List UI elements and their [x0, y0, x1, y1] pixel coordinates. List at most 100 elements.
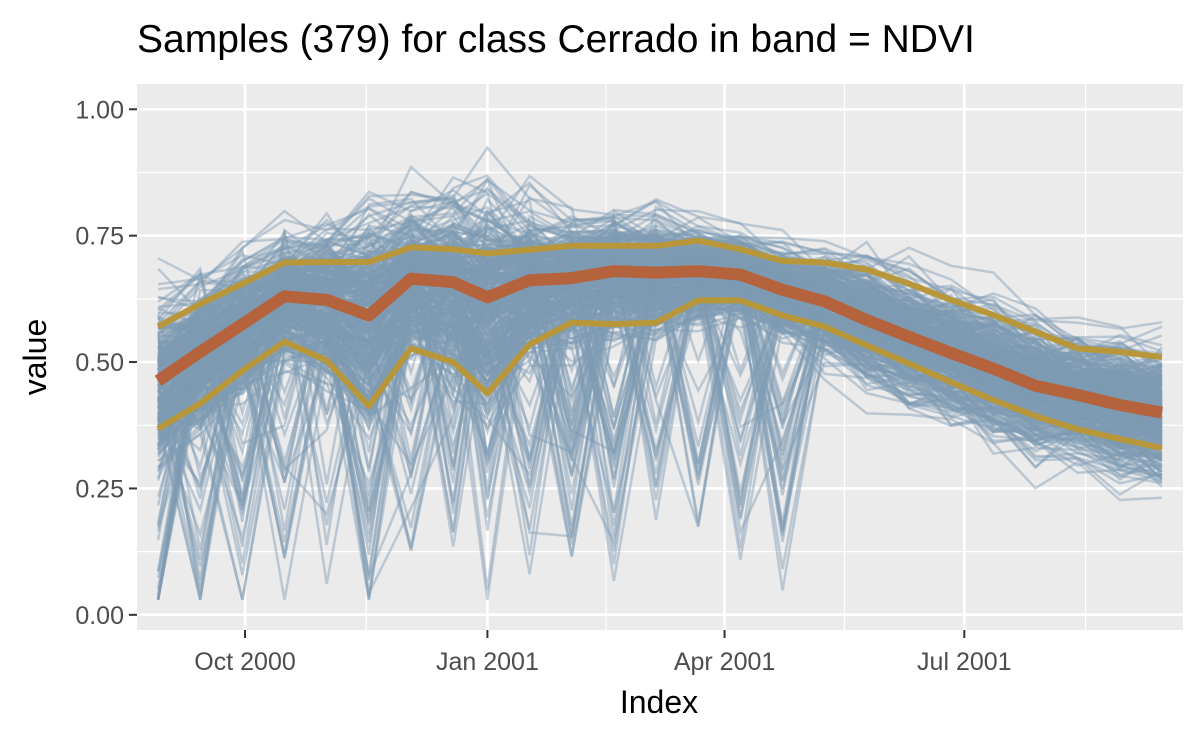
sample-series-line	[156, 247, 1163, 600]
sample-series-line	[157, 287, 1163, 460]
sample-series-line	[157, 214, 1162, 396]
sample-series-line	[157, 271, 1163, 445]
sample-series-line	[157, 245, 1163, 501]
sample-series-line	[157, 247, 1163, 506]
sample-series-line	[156, 214, 1163, 590]
sample-series-line	[158, 236, 1163, 434]
sample-series-line	[157, 255, 1163, 549]
sample-series-line	[157, 223, 1163, 408]
sample-series-line	[157, 282, 1163, 477]
sample-series-line	[157, 267, 1163, 434]
sample-series-line	[157, 282, 1163, 448]
sample-series-line	[157, 290, 1163, 476]
sample-series-line	[157, 264, 1163, 433]
sample-series-line	[157, 164, 1163, 353]
sample-series-line	[157, 279, 1163, 440]
chart-title: Samples (379) for class Cerrado in band …	[137, 18, 975, 61]
sample-series-line	[157, 280, 1163, 456]
sample-series-line	[157, 274, 1163, 447]
sample-series-line	[157, 205, 1163, 384]
sample-series-line	[157, 245, 1163, 403]
sample-series-line	[157, 279, 1163, 478]
sample-series-line	[157, 308, 1163, 582]
sample-series-line	[157, 198, 1163, 373]
sample-series-line	[157, 229, 1163, 404]
sample-series-line	[157, 254, 1163, 465]
sample-series-line	[157, 308, 1163, 532]
sample-series-line	[157, 264, 1163, 544]
sample-series-line	[157, 280, 1162, 428]
sample-series-line	[156, 278, 1163, 575]
sample-series-line	[156, 231, 1163, 581]
sample-series-line	[157, 181, 1163, 355]
sample-series-line	[157, 190, 1163, 374]
sample-series-line	[157, 284, 1163, 576]
sample-series-line	[158, 190, 1163, 425]
sample-series-line	[157, 256, 1163, 433]
sample-series-line	[157, 145, 1163, 388]
sample-series-line	[157, 248, 1163, 394]
sample-series-line	[157, 245, 1163, 406]
sample-series-line	[157, 269, 1163, 498]
sample-series-line	[157, 236, 1162, 412]
sample-series-line	[156, 241, 1163, 541]
sample-series-line	[157, 293, 1162, 443]
sample-series-line	[157, 245, 1163, 461]
sample-series-line	[157, 247, 1163, 543]
sample-series-line	[158, 239, 1163, 441]
sample-series-line	[156, 222, 1163, 600]
sample-series-line	[158, 277, 1163, 450]
sample-series-line	[157, 230, 1163, 388]
y-tick-label: 0.50	[75, 349, 124, 377]
sample-series-line	[157, 285, 1163, 434]
sample-series-line	[157, 246, 1163, 488]
sample-series-line	[157, 209, 1163, 444]
sample-series-line	[157, 280, 1163, 468]
sample-series-line	[157, 248, 1162, 391]
sample-series-line	[156, 222, 1163, 546]
y-tick-label: 1.00	[75, 96, 124, 124]
sample-series-line	[157, 282, 1163, 598]
sample-series-line	[157, 268, 1163, 454]
sample-series-line	[157, 231, 1163, 408]
y-axis: 0.00 0.25 0.50 0.75 1.00	[75, 96, 137, 630]
sample-series-line	[157, 188, 1163, 400]
y-tick-label: 0.00	[75, 602, 124, 630]
sample-series-line	[157, 193, 1163, 420]
sample-series-line	[157, 261, 1163, 422]
sample-series-line	[157, 296, 1163, 462]
sample-series-line	[157, 279, 1163, 510]
sample-series-line	[157, 278, 1163, 440]
sample-series-line	[157, 275, 1163, 436]
sample-series-line	[157, 290, 1163, 452]
sample-series-line	[157, 218, 1163, 400]
sample-series-line	[157, 243, 1163, 423]
sample-series-line	[157, 297, 1163, 479]
sample-series-line	[157, 176, 1163, 371]
sample-series-line	[157, 251, 1163, 537]
sample-series-line	[157, 290, 1163, 454]
x-axis: Oct 2000 Jan 2001 Apr 2001 Jul 2001	[194, 630, 1012, 676]
sample-series-line	[157, 273, 1163, 585]
sample-series-line	[157, 268, 1162, 416]
sample-series-line	[157, 212, 1163, 474]
sample-series-line	[157, 210, 1162, 380]
sample-series-line	[157, 271, 1163, 428]
sample-series-line	[157, 223, 1163, 381]
upper-series-line	[156, 237, 1163, 360]
sample-series-line	[157, 258, 1163, 549]
sample-series-line	[156, 208, 1163, 524]
sample-series-line	[156, 267, 1162, 528]
sample-series-line	[157, 289, 1163, 472]
sample-series-line	[157, 284, 1163, 520]
sample-series-line	[157, 246, 1163, 504]
sample-series-line	[158, 237, 1163, 409]
x-tick-label: Jan 2001	[436, 648, 539, 676]
sample-series-line	[157, 276, 1162, 419]
sample-series-line	[157, 245, 1163, 403]
sample-series-line	[157, 177, 1163, 395]
sample-series-line	[157, 307, 1163, 600]
sample-series-line	[157, 262, 1163, 501]
sample-series-line	[157, 279, 1163, 429]
sample-series-line	[157, 276, 1163, 547]
